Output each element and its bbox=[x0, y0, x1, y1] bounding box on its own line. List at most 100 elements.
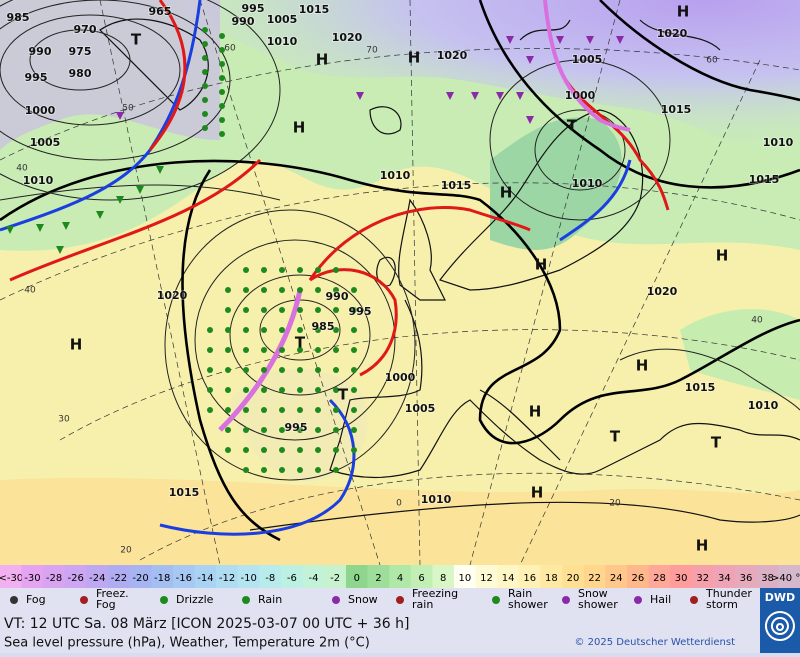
rain-symbol bbox=[333, 387, 339, 393]
scale-cell bbox=[389, 565, 412, 588]
isobar-label: 980 bbox=[69, 67, 92, 80]
scale-label: -30 bbox=[24, 573, 40, 584]
rain-symbol bbox=[219, 33, 225, 39]
warm-area-south bbox=[0, 477, 800, 565]
pressure-center: H bbox=[500, 184, 513, 202]
rain-symbol bbox=[279, 407, 285, 413]
rain-symbol bbox=[297, 287, 303, 293]
scale-label: 36 bbox=[740, 573, 753, 584]
rain-symbol bbox=[297, 367, 303, 373]
rain-symbol bbox=[279, 447, 285, 453]
rain-symbol bbox=[333, 267, 339, 273]
rain-symbol bbox=[243, 287, 249, 293]
isobar-label: 1010 bbox=[23, 174, 54, 187]
isobar-label: 1000 bbox=[565, 89, 596, 102]
scale-cell bbox=[129, 565, 152, 588]
isobar-label: 1005 bbox=[405, 402, 436, 415]
rain-symbol bbox=[351, 387, 357, 393]
rain-symbol bbox=[219, 117, 225, 123]
warm-sector bbox=[230, 368, 368, 482]
snow-shower-symbol bbox=[556, 36, 564, 44]
pressure-center: H bbox=[535, 256, 548, 274]
pressure-center: H bbox=[408, 49, 421, 67]
scale-cell bbox=[281, 565, 304, 588]
legend-label: Hail bbox=[650, 593, 671, 606]
isobar-label: 1020 bbox=[437, 49, 468, 62]
scale-label: 24 bbox=[610, 573, 623, 584]
scale-label: -10 bbox=[240, 573, 256, 584]
scale-label: -8 bbox=[265, 573, 275, 584]
rain-symbol bbox=[243, 367, 249, 373]
isobar-label: 990 bbox=[326, 290, 349, 303]
pressure-center: T bbox=[567, 117, 578, 135]
rain-symbol bbox=[261, 287, 267, 293]
isobar-label: 965 bbox=[149, 5, 172, 18]
snow-shower-symbol bbox=[506, 36, 514, 44]
pressure-center: T bbox=[338, 386, 349, 404]
description: Sea level pressure (hPa), Weather, Tempe… bbox=[4, 636, 370, 651]
rain-symbol bbox=[315, 327, 321, 333]
rain-symbol bbox=[261, 347, 267, 353]
rain-symbol bbox=[207, 387, 213, 393]
rain-symbol bbox=[261, 387, 267, 393]
isobar-label: 1010 bbox=[763, 136, 794, 149]
scale-cell bbox=[259, 565, 282, 588]
isobar-label: 1015 bbox=[169, 486, 200, 499]
rain-symbol bbox=[207, 407, 213, 413]
scale-cell bbox=[562, 565, 585, 588]
rain-symbol bbox=[225, 307, 231, 313]
rain-symbol bbox=[243, 347, 249, 353]
isobar-label: 1005 bbox=[267, 13, 298, 26]
rain-symbol bbox=[297, 387, 303, 393]
rain-symbol bbox=[279, 467, 285, 473]
isobar-label: 995 bbox=[25, 71, 48, 84]
scale-label: 30 bbox=[675, 573, 688, 584]
isobar-label: 1010 bbox=[748, 399, 779, 412]
fronts bbox=[0, 0, 670, 536]
legend-label: Freez. Fog bbox=[96, 587, 129, 611]
rain-symbol bbox=[243, 447, 249, 453]
rain-symbol bbox=[315, 347, 321, 353]
scale-cell bbox=[345, 565, 369, 588]
scale-label: -6 bbox=[287, 573, 297, 584]
rain-symbol bbox=[202, 27, 208, 33]
snow-shower-symbol bbox=[616, 36, 624, 44]
scale-label: 2 bbox=[375, 573, 381, 584]
snow-shower-symbol bbox=[526, 116, 534, 124]
rain-symbol bbox=[219, 89, 225, 95]
shower-symbol bbox=[96, 211, 104, 219]
scale-label: 26 bbox=[631, 573, 644, 584]
scale-cell bbox=[151, 565, 174, 588]
isotherm-label: 0 bbox=[396, 499, 402, 509]
rain-symbol bbox=[297, 347, 303, 353]
isobar-label: 995 bbox=[285, 421, 308, 434]
isobar-label: 1010 bbox=[267, 35, 298, 48]
scale-cell bbox=[691, 565, 715, 588]
pressure-center: T bbox=[131, 31, 142, 49]
rain-symbol bbox=[243, 467, 249, 473]
graticule bbox=[0, 0, 800, 566]
rain-symbol bbox=[207, 327, 213, 333]
rain-symbol bbox=[351, 347, 357, 353]
isobar-label: 1015 bbox=[685, 381, 716, 394]
rain-symbol bbox=[279, 367, 285, 373]
isobar-label: 995 bbox=[242, 2, 265, 15]
very-cold-area bbox=[150, 0, 800, 170]
rain-symbol bbox=[202, 41, 208, 47]
rain-symbol bbox=[315, 287, 321, 293]
scale-cell bbox=[540, 565, 563, 588]
rain-symbol bbox=[261, 467, 267, 473]
scale-label: -14 bbox=[197, 573, 213, 584]
footer: VT: 12 UTC Sa. 08 März [ICON 2025-03-07 … bbox=[0, 588, 800, 653]
legend-label: Rain bbox=[258, 593, 282, 606]
rain-symbol bbox=[219, 75, 225, 81]
scale-cell bbox=[778, 565, 800, 588]
rain-symbol bbox=[333, 347, 339, 353]
scale-cell bbox=[605, 565, 628, 588]
legend-icon bbox=[10, 596, 18, 604]
shower-symbol bbox=[36, 224, 44, 232]
shower-symbol bbox=[6, 226, 14, 234]
pressure-center: H bbox=[70, 336, 83, 354]
